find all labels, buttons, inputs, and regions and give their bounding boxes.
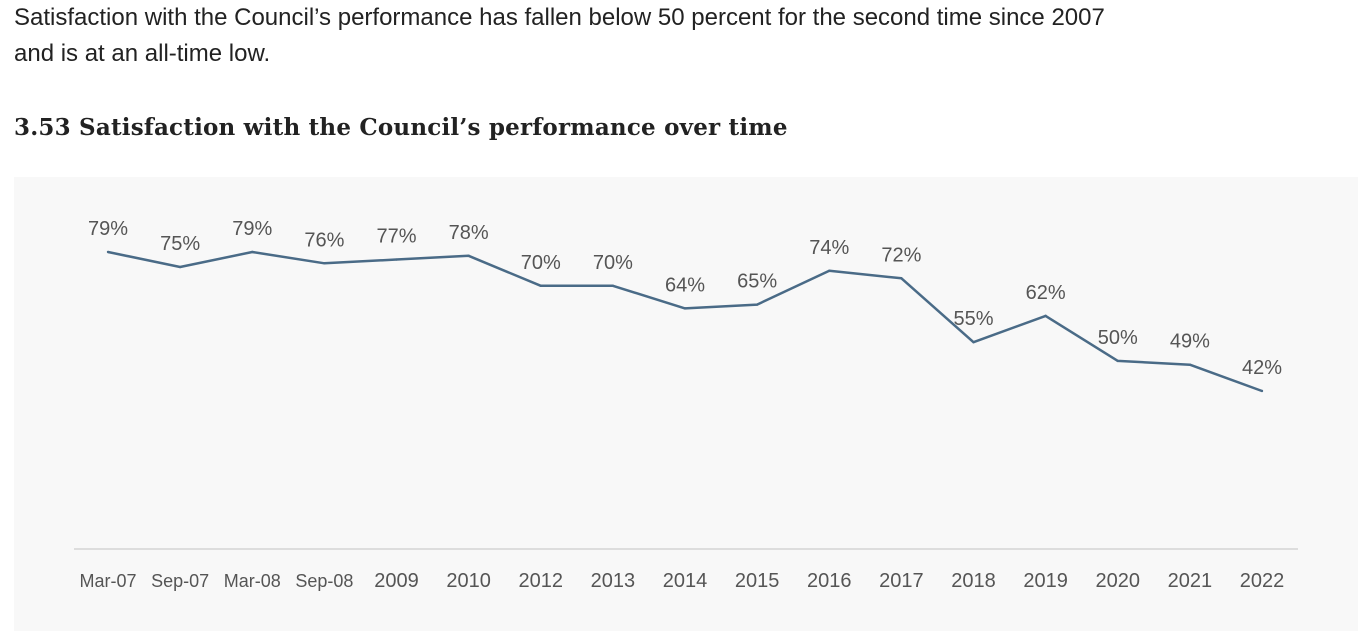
- x-tick-label: Mar-07: [79, 571, 136, 591]
- data-label: 72%: [881, 244, 921, 266]
- data-label: 50%: [1098, 327, 1138, 349]
- data-label: 49%: [1170, 331, 1210, 353]
- data-label: 79%: [88, 218, 128, 240]
- data-point: [611, 284, 615, 288]
- data-labels: 79% 75% 79% 76% 77% 78% 70% 70% 64% 65% 74% 72% 55% 6…: [88, 218, 1282, 379]
- chart-panel: 79% 75% 79% 76% 77% 78% 70% 70% 64% 65% 74% 72% 55% 6…: [14, 177, 1358, 631]
- data-point: [106, 250, 110, 254]
- data-label: 77%: [376, 226, 416, 248]
- line-chart: 79% 75% 79% 76% 77% 78% 70% 70% 64% 65% 74% 72% 55% 6…: [74, 218, 1298, 592]
- x-tick-label: 2010: [446, 570, 491, 592]
- x-tick-label: Mar-08: [224, 571, 281, 591]
- x-tick-label: 2009: [374, 570, 419, 592]
- x-tick-label: 2019: [1023, 570, 1068, 592]
- data-point: [539, 284, 542, 288]
- figure-title: 3.53 Satisfaction with the Council’s per…: [14, 114, 788, 141]
- x-tick-label: 2015: [735, 570, 780, 592]
- data-point: [395, 258, 398, 261]
- data-label: 55%: [953, 308, 993, 330]
- x-tick-label: 2017: [879, 570, 924, 592]
- data-point: [1116, 359, 1119, 363]
- data-points: [106, 250, 1264, 393]
- intro-paragraph: Satisfaction with the Council’s performa…: [14, 4, 1105, 67]
- data-label: 70%: [593, 252, 633, 274]
- data-point: [1188, 363, 1192, 366]
- data-label: 70%: [521, 252, 561, 274]
- x-tick-label: 2021: [1168, 570, 1213, 592]
- x-tick-labels: Mar-07 Sep-07 Mar-08 Sep-08 2009 2010 2012 2013…: [79, 570, 1284, 592]
- data-point: [323, 262, 326, 265]
- data-label: 62%: [1026, 282, 1066, 304]
- data-label: 75%: [160, 233, 200, 255]
- x-tick-label: 2013: [591, 570, 636, 592]
- data-point: [1260, 389, 1264, 393]
- data-point: [683, 307, 687, 310]
- x-tick-label: 2016: [807, 570, 852, 592]
- data-label: 42%: [1242, 357, 1282, 379]
- data-point: [1044, 314, 1047, 318]
- data-point: [251, 250, 254, 254]
- x-tick-label: 2018: [951, 570, 996, 592]
- data-label: 76%: [304, 229, 344, 251]
- data-point: [755, 303, 759, 306]
- data-point: [900, 277, 903, 280]
- data-point: [178, 265, 182, 269]
- data-label: 65%: [737, 271, 777, 293]
- x-tick-label: 2022: [1240, 570, 1285, 592]
- x-tick-label: Sep-07: [151, 571, 209, 591]
- data-label: 79%: [232, 218, 272, 240]
- x-tick-label: 2014: [663, 570, 708, 592]
- series-line: [107, 250, 1263, 393]
- data-label: 78%: [449, 222, 489, 244]
- data-point: [972, 340, 975, 344]
- data-point: [828, 269, 831, 272]
- x-tick-label: 2012: [519, 570, 564, 592]
- x-tick-label: 2020: [1096, 570, 1141, 592]
- x-tick-label: Sep-08: [295, 571, 353, 591]
- data-label: 64%: [665, 274, 705, 296]
- data-label: 74%: [809, 237, 849, 259]
- data-point: [467, 254, 470, 257]
